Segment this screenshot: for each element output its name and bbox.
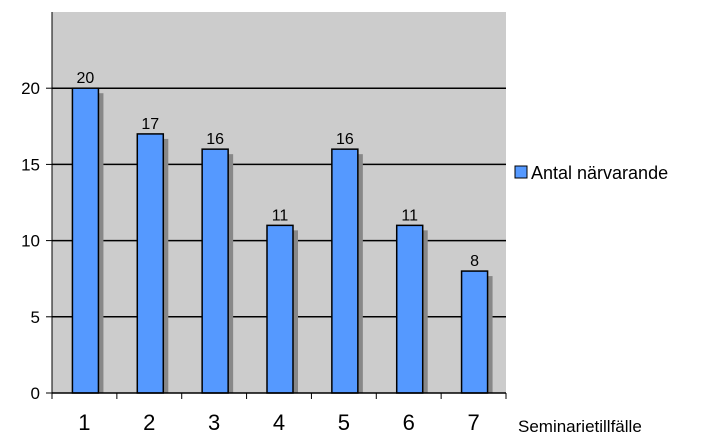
data-label: 17 <box>141 116 159 133</box>
data-label: 16 <box>206 131 224 148</box>
data-label: 16 <box>336 131 354 148</box>
bar <box>136 133 165 394</box>
data-label: 11 <box>401 207 418 224</box>
x-tick-label: 1 <box>78 410 90 435</box>
x-tick-label: 4 <box>273 410 285 435</box>
x-tick-label: 7 <box>467 410 479 435</box>
bar <box>395 224 424 394</box>
y-tick-label: 20 <box>21 79 40 98</box>
y-tick-label: 15 <box>21 155 40 174</box>
bar <box>331 148 359 394</box>
bar <box>266 224 294 394</box>
x-axis-title: Seminarietillfälle <box>518 417 642 436</box>
data-label: 20 <box>77 70 95 87</box>
y-tick-label: 5 <box>31 308 40 327</box>
x-ticks: 1 2 3 4 5 6 7 <box>51 393 507 435</box>
legend-swatch <box>514 165 528 179</box>
legend-label: Antal närvarande <box>531 163 668 183</box>
y-tick-label: 0 <box>31 384 40 403</box>
data-label: 8 <box>470 253 479 270</box>
x-tick-label: 6 <box>403 410 415 435</box>
data-labels: 20 17 16 11 16 11 8 <box>77 70 480 270</box>
bars <box>71 87 493 394</box>
x-tick-label: 3 <box>208 410 220 435</box>
data-label: 11 <box>272 207 289 224</box>
legend: Antal närvarande <box>514 163 668 183</box>
bar <box>201 148 229 394</box>
y-tick-label: 10 <box>21 232 40 251</box>
x-tick-label: 5 <box>338 410 350 435</box>
y-ticks: 0 5 10 15 20 <box>21 79 52 403</box>
x-tick-label: 2 <box>143 410 155 435</box>
bar <box>460 270 489 394</box>
bar <box>71 87 100 394</box>
